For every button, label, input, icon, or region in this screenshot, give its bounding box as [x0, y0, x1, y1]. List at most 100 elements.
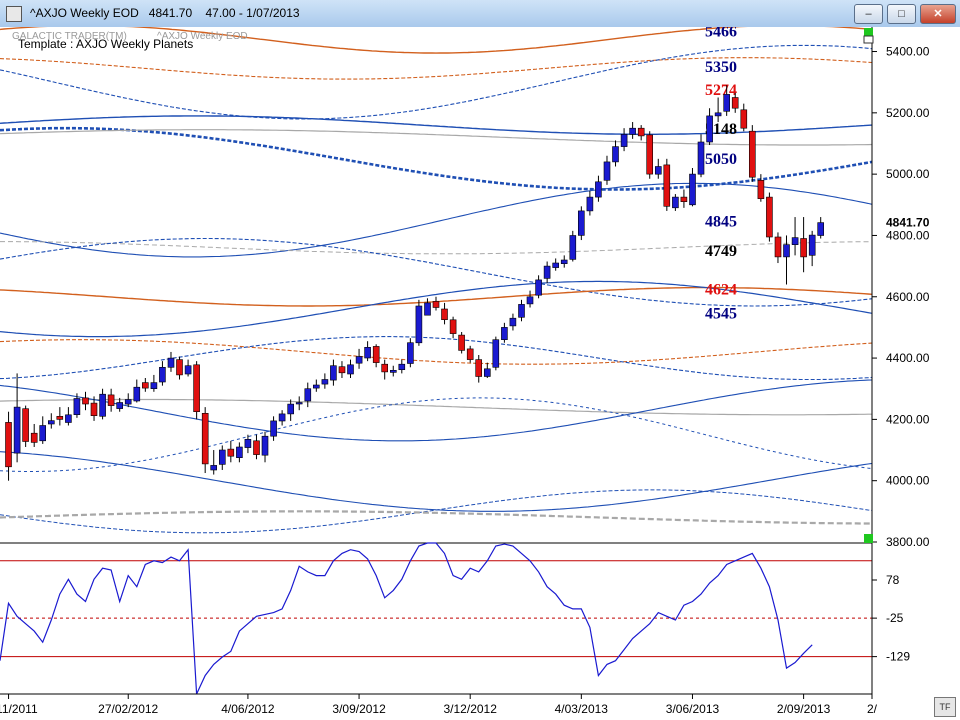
date-tick-label-2: 4/06/2012 [221, 702, 275, 716]
candle-body-32 [278, 413, 286, 422]
level-label-5050: 5050 [705, 151, 737, 168]
close-button[interactable]: ✕ [920, 4, 956, 24]
candle-body-56 [483, 368, 491, 377]
candle-body-34 [295, 402, 303, 405]
candle-body-4 [39, 425, 47, 442]
candle-body-89 [766, 196, 773, 238]
candle-body-64 [552, 262, 560, 268]
candle-body-74 [637, 127, 645, 137]
candle-body-8 [73, 398, 81, 416]
price-tick-label-1: 4000.00 [886, 474, 930, 488]
price-tick-label-8: 5400.00 [886, 45, 930, 59]
candle-body-91 [783, 244, 790, 258]
price-tick-label-5: 4800.00 [886, 229, 930, 243]
planet-line-11 [0, 339, 873, 365]
candle-body-71 [612, 146, 619, 163]
candle-body-11 [99, 393, 106, 417]
candle-body-75 [646, 134, 654, 175]
planet-line-1 [0, 126, 873, 191]
planet-line-4 [0, 44, 873, 120]
date-tick-label-3: 3/09/2012 [332, 702, 386, 716]
chart-area[interactable]: 5466 5350 5274 5148 5050 4845 4749 4624 4545 380… [0, 27, 960, 720]
scroll-grip-icon[interactable] [863, 35, 874, 44]
candle-body-39 [338, 366, 346, 374]
candle-body-81 [697, 141, 705, 175]
candle-body-78 [672, 196, 679, 209]
timeframe-button[interactable]: TF [934, 697, 956, 717]
osc-tick-label-2: -129 [886, 650, 910, 664]
window-titlebar[interactable]: ^AXJO Weekly EOD 4841.70 47.00 - 1/07/20… [0, 0, 960, 28]
candle-body-45 [389, 369, 397, 373]
candle-body-80 [689, 173, 696, 206]
candle-body-83 [714, 112, 722, 117]
candle-body-49 [424, 302, 431, 316]
candle-body-93 [800, 238, 807, 258]
overlay-text: GALACTIC TRADER(TM) ^AXJO Weekly EOD Tem… [12, 31, 248, 51]
planet-line-15 [0, 397, 873, 472]
candle-body-16 [142, 382, 149, 389]
candle-body-33 [287, 403, 295, 415]
candle-body-3 [30, 432, 38, 443]
planet-line-7 [0, 241, 872, 255]
window-title: ^AXJO Weekly EOD 4841.70 47.00 - 1/07/20… [30, 6, 300, 20]
candle-body-69 [595, 181, 602, 198]
minimize-button[interactable]: – [854, 4, 883, 24]
candle-body-76 [654, 166, 662, 175]
date-tick-label-1: 27/02/2012 [98, 702, 158, 716]
candle-body-85 [731, 97, 739, 109]
candle-body-82 [706, 115, 713, 143]
price-tick-label-2: 4200.00 [886, 412, 930, 426]
candle-body-36 [312, 384, 320, 389]
candle-body-79 [680, 196, 688, 203]
planet-line-2 [0, 57, 873, 80]
candle-body-30 [261, 435, 269, 456]
candle-body-19 [167, 357, 175, 368]
candle-body-44 [381, 363, 389, 373]
planetary-lines: 5466 5350 5274 5148 5050 4845 4749 4624 4545 [0, 27, 873, 534]
candle-body-86 [740, 109, 748, 129]
candle-body-6 [56, 415, 64, 420]
candle-body-72 [620, 134, 628, 147]
candle-body-92 [791, 237, 799, 246]
planet-line-3 [0, 27, 873, 54]
date-tick-label-7: 2/09/2013 [777, 702, 831, 716]
planet-line-0 [0, 115, 873, 135]
candle-body-31 [270, 420, 277, 437]
candle-body-94 [808, 234, 816, 256]
green-marker-top[interactable] [864, 28, 873, 36]
planet-line-10 [0, 280, 873, 338]
candle-body-87 [748, 130, 756, 178]
level-label-5148: 5148 [705, 121, 737, 138]
candle-body-63 [543, 265, 551, 279]
axes: 3800.00 4000.00 4200.00 4400.00 4600.00 4800.… [0, 27, 930, 716]
candle-body-5 [47, 420, 55, 425]
template-label: Template : AXJO Weekly Planets [18, 37, 193, 51]
candle-body-68 [586, 196, 594, 212]
osc-tick-label-1: -25 [886, 611, 904, 625]
candle-body-35 [304, 388, 312, 402]
candle-body-57 [492, 339, 500, 368]
candle-body-50 [432, 301, 440, 308]
candle-body-62 [535, 279, 542, 296]
level-label-4845: 4845 [705, 214, 737, 231]
osc-tick-label-0: 78 [886, 573, 900, 587]
green-marker-bottom[interactable] [864, 534, 873, 543]
planet-line-17 [0, 489, 873, 534]
candle-body-90 [774, 236, 782, 258]
candle-body-61 [526, 296, 534, 305]
oscillator-panel [0, 542, 872, 695]
price-tick-label-3: 4400.00 [886, 351, 930, 365]
maximize-button[interactable]: □ [887, 4, 916, 24]
candle-body-47 [407, 342, 414, 364]
date-tick-label-6: 3/06/2013 [666, 702, 720, 716]
candle-body-65 [560, 259, 568, 265]
planet-line-18 [0, 510, 872, 525]
candle-body-21 [184, 365, 192, 375]
candle-body-28 [244, 438, 252, 448]
candle-body-54 [466, 348, 474, 360]
candle-body-24 [210, 465, 217, 471]
date-tick-label-8: 2/ [867, 702, 878, 716]
planet-line-12 [0, 336, 873, 381]
date-tick-label-0: 21/11/2011 [0, 702, 38, 716]
date-tick-label-4: 3/12/2012 [444, 702, 498, 716]
